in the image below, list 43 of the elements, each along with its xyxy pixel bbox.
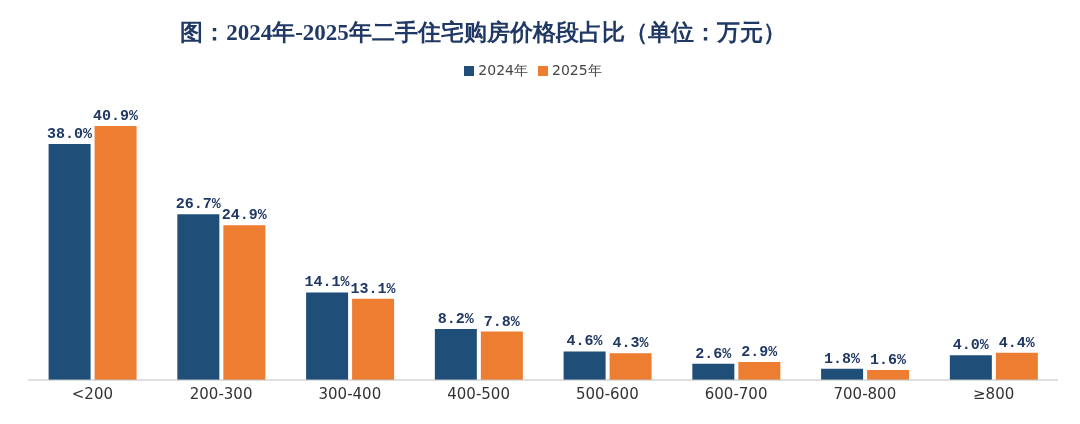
data-label: 14.1% <box>304 274 351 292</box>
bar <box>434 329 477 380</box>
bar <box>223 225 266 380</box>
x-tick-label: 500-600 <box>576 384 639 403</box>
bar <box>609 353 652 380</box>
data-label: 2.9% <box>741 343 779 361</box>
x-tick-label: 300-400 <box>318 384 382 403</box>
bar <box>48 144 91 380</box>
bar <box>306 292 349 380</box>
data-label: 24.9% <box>221 207 268 225</box>
data-label: 38.0% <box>47 126 94 144</box>
data-label: 40.9% <box>93 108 140 125</box>
x-tick-label: <200 <box>71 384 113 403</box>
x-tick-label: 400-500 <box>447 384 510 403</box>
bar <box>949 355 992 380</box>
bar <box>821 368 864 380</box>
data-label: 7.8% <box>483 313 521 331</box>
data-label: 4.3% <box>612 335 650 353</box>
data-label: 26.7% <box>175 196 222 214</box>
data-label: 2.6% <box>695 345 733 363</box>
data-label: 1.8% <box>824 350 862 368</box>
chart-title: 图：2024年-2025年二手住宅购房价格段占比（单位：万元） <box>179 19 787 47</box>
data-label: 4.0% <box>952 337 990 355</box>
bar <box>480 331 523 380</box>
bar <box>995 352 1038 380</box>
bar <box>563 351 606 380</box>
x-tick-label: 700-800 <box>833 384 897 403</box>
bar <box>94 126 137 380</box>
bar <box>352 298 395 380</box>
data-label: 4.4% <box>998 334 1036 352</box>
x-tick-label: 200-300 <box>189 384 253 403</box>
bar <box>177 214 220 380</box>
bar <box>738 361 781 380</box>
x-tick-label: 600-700 <box>704 384 768 403</box>
bar <box>692 363 735 380</box>
legend-label: 2024年 <box>478 62 528 78</box>
legend-label: 2025年 <box>552 62 602 78</box>
data-label: 8.2% <box>437 311 475 329</box>
x-tick-label: ≥800 <box>973 384 1015 403</box>
bar <box>867 370 910 380</box>
data-label: 4.6% <box>566 333 604 351</box>
data-label: 13.1% <box>350 280 397 298</box>
data-label: 1.6% <box>870 352 908 370</box>
